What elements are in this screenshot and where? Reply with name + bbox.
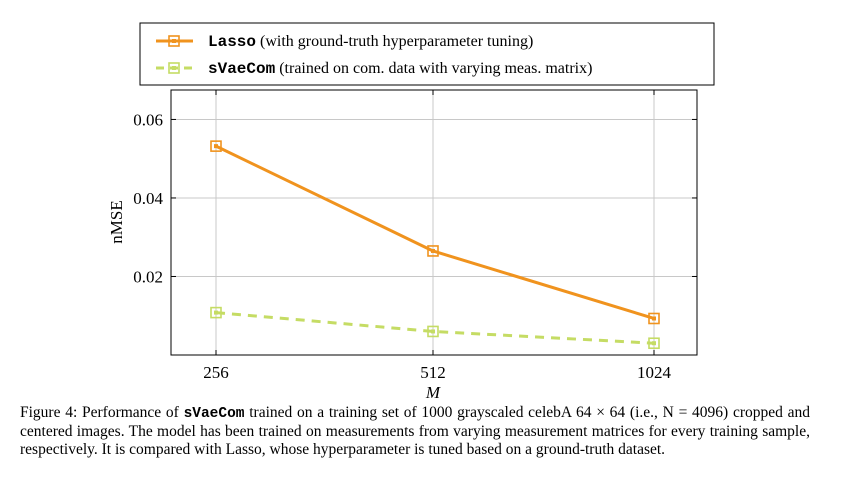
series-line [215, 144, 655, 320]
marker-outline [648, 312, 660, 325]
line-chart: 256 512 1024 0.02 0.04 0.06 M nMSE Lasso (wit… [107, 22, 715, 400]
x-tick-label: 512 [420, 363, 446, 382]
legend-swatch-marker [168, 62, 180, 74]
legend-entry-lasso: Lasso (with ground-truth hyperparameter … [156, 33, 533, 51]
marker-outline [427, 245, 439, 257]
marker-core [214, 144, 218, 149]
x-tick-label: 256 [203, 363, 229, 382]
legend-label-detail: (with ground-truth hyperparameter tuning… [256, 33, 533, 50]
plot-frame [170, 89, 698, 356]
marker-core [214, 310, 218, 315]
legend-label-detail: (trained on com. data with varying meas.… [275, 60, 592, 77]
marker-core [172, 39, 176, 43]
legend-label: sVaeCom (trained on com. data with varyi… [208, 60, 592, 78]
marker-outline [427, 325, 439, 338]
data-point [648, 337, 660, 350]
chart-svg: 256 512 1024 0.02 0.04 0.06 M nMSE Lasso (wit… [107, 22, 715, 400]
caption-prefix: Figure 4: Performance of [20, 404, 184, 421]
data-point [427, 245, 439, 257]
legend-label-name: sVaeCom [208, 60, 276, 78]
marker-core [431, 248, 435, 253]
y-axis-label: nMSE [107, 200, 126, 243]
data-point [210, 306, 222, 319]
grid [171, 90, 697, 355]
series-lasso [210, 140, 660, 325]
caption-text: trained on a training set of 1000 graysc… [20, 404, 810, 458]
marker-outline [648, 337, 660, 350]
y-tick-label: 0.04 [133, 189, 163, 208]
marker-outline [210, 140, 222, 152]
marker-core [652, 316, 656, 321]
data-point [648, 312, 660, 325]
legend-label: Lasso (with ground-truth hyperparameter … [208, 33, 533, 51]
x-tick-label: 1024 [637, 363, 672, 382]
marker-core [172, 66, 176, 70]
series-svaecom [210, 306, 660, 350]
y-tick-label: 0.06 [133, 110, 163, 129]
series-layer [210, 140, 660, 350]
marker-outline [210, 306, 222, 319]
data-point [427, 325, 439, 338]
legend-box [139, 22, 715, 86]
marker-core [652, 341, 656, 346]
marker-outline [168, 62, 180, 74]
legend-entry-svaecom: sVaeCom (trained on com. data with varyi… [156, 60, 592, 78]
series-line [215, 311, 655, 345]
legend: Lasso (with ground-truth hyperparameter … [139, 22, 715, 86]
marker-core [431, 329, 435, 334]
axes: 256 512 1024 0.02 0.04 0.06 [133, 90, 697, 382]
caption-model-name: sVaeCom [183, 406, 245, 422]
y-tick-label: 0.02 [133, 267, 163, 286]
legend-label-name: Lasso [208, 33, 256, 51]
x-axis-label: M [425, 383, 441, 400]
marker-outline [168, 35, 180, 47]
data-point [210, 140, 222, 152]
legend-swatch-marker [168, 35, 180, 47]
figure-caption: Figure 4: Performance of sVaeCom trained… [20, 404, 810, 459]
